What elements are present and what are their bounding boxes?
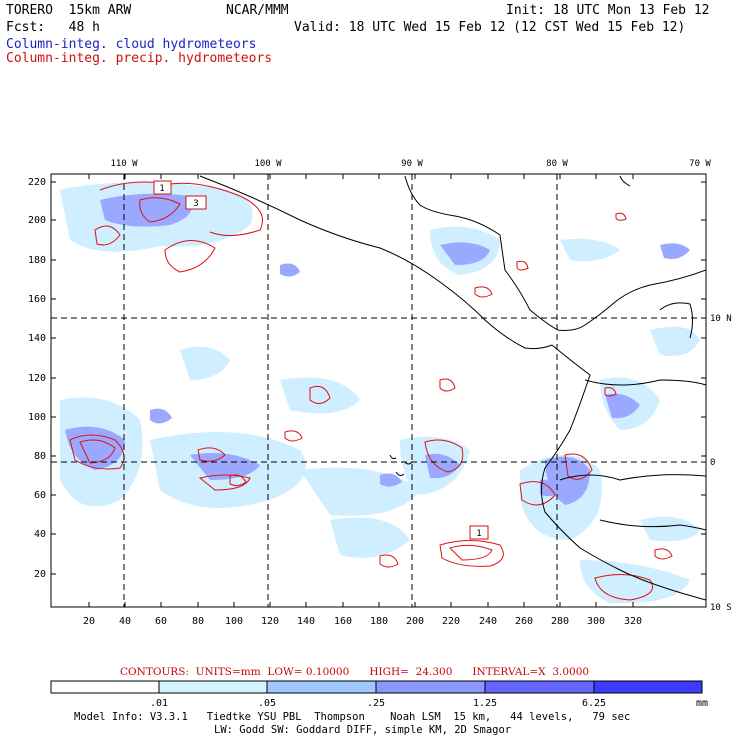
- field-precip-label: Column-integ. precip. hydrometeors: [6, 51, 273, 66]
- org-label: NCAR/MMM: [226, 3, 289, 18]
- colorbar-segment: [376, 681, 485, 693]
- field-cloud-label: Column-integ. cloud hydrometeors: [6, 37, 257, 52]
- colorbar-segment: [485, 681, 594, 693]
- lon-label-90w: 90 W: [401, 159, 423, 169]
- x-tick: 180: [370, 616, 388, 627]
- x-tick-labels: 20 40 60 80 100 120 140 160 180 200 220 …: [83, 616, 642, 627]
- x-tick: 240: [479, 616, 497, 627]
- x-tick: 40: [119, 616, 131, 627]
- colorbar-label: 1.25: [473, 698, 497, 709]
- lat-label-10s: 10 S: [710, 603, 732, 613]
- contour-label: 1: [476, 529, 481, 539]
- y-tick: 220: [28, 177, 46, 188]
- y-tick: 80: [34, 451, 46, 462]
- contour-label: 1: [159, 184, 164, 194]
- lon-label-80w: 80 W: [546, 159, 568, 169]
- colorbar-label: .25: [367, 698, 385, 709]
- lon-label-70w: 70 W: [689, 159, 711, 169]
- colorbar-segment: [159, 681, 267, 693]
- colorbar-label: 6.25: [582, 698, 606, 709]
- colorbar-unit: mm: [696, 698, 708, 709]
- x-tick: 300: [587, 616, 605, 627]
- y-tick: 180: [28, 255, 46, 266]
- x-tick: 280: [551, 616, 569, 627]
- colorbar-segment: [267, 681, 376, 693]
- y-tick: 60: [34, 490, 46, 501]
- right-latitude-labels: 10 N 0 10 S: [710, 314, 732, 613]
- model-title: TORERO 15km ARW: [6, 3, 132, 18]
- colorbar: .01 .05 .25 1.25 6.25 mm: [50, 680, 708, 709]
- forecast-hour: Fcst: 48 h: [6, 20, 100, 35]
- model-info-line1: Model Info: V3.3.1 Tiedtke YSU PBL Thomp…: [74, 711, 631, 723]
- y-tick: 160: [28, 294, 46, 305]
- x-tick: 200: [406, 616, 424, 627]
- y-tick: 200: [28, 215, 46, 226]
- y-tick: 40: [34, 529, 46, 540]
- x-tick: 320: [624, 616, 642, 627]
- lon-label-110w: 110 W: [110, 159, 138, 169]
- y-tick: 20: [34, 569, 46, 580]
- y-tick: 140: [28, 333, 46, 344]
- y-tick: 120: [28, 373, 46, 384]
- cloud-shading: [60, 175, 706, 604]
- x-tick: 220: [442, 616, 460, 627]
- colorbar-label: .01: [150, 698, 168, 709]
- x-tick: 260: [515, 616, 533, 627]
- lat-lon-grid: [51, 174, 706, 607]
- y-tick-labels: 220 200 180 160 140 120 100 80 60 40 20: [28, 177, 46, 580]
- colorbar-label: .05: [258, 698, 276, 709]
- x-tick: 100: [225, 616, 243, 627]
- model-info-line2: LW: Godd SW: Goddard DIFF, simple KM, 2D…: [214, 724, 512, 736]
- init-time: Init: 18 UTC Mon 13 Feb 12: [506, 3, 710, 18]
- x-tick: 20: [83, 616, 95, 627]
- contour-label: 3: [193, 199, 198, 209]
- valid-time: Valid: 18 UTC Wed 15 Feb 12 (12 CST Wed …: [294, 20, 686, 35]
- colorbar-segment: [594, 681, 702, 693]
- lat-label-0: 0: [710, 458, 715, 468]
- x-tick: 140: [297, 616, 315, 627]
- y-tick: 100: [28, 412, 46, 423]
- colorbar-segment: [51, 681, 159, 693]
- lon-label-100w: 100 W: [254, 159, 282, 169]
- contour-labels: 1 3 1: [153, 180, 489, 540]
- x-tick: 160: [334, 616, 352, 627]
- x-tick: 60: [155, 616, 167, 627]
- x-tick: 80: [192, 616, 204, 627]
- contours-info: CONTOURS: UNITS=mm LOW= 0.10000 HIGH= 24…: [120, 666, 590, 678]
- top-longitude-labels: 110 W 100 W 90 W 80 W 70 W: [110, 159, 711, 169]
- x-tick: 120: [261, 616, 279, 627]
- lat-label-10n: 10 N: [710, 314, 732, 324]
